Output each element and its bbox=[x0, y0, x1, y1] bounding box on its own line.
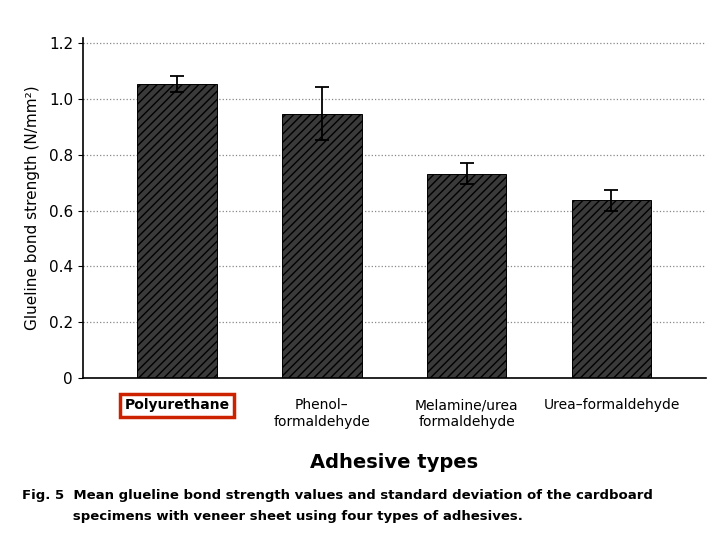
Text: Melamine/urea
formaldehyde: Melamine/urea formaldehyde bbox=[415, 399, 518, 429]
Text: Adhesive types: Adhesive types bbox=[310, 453, 478, 472]
Text: Phenol–
formaldehyde: Phenol– formaldehyde bbox=[274, 399, 370, 429]
Text: Polyurethane: Polyurethane bbox=[131, 399, 222, 413]
Bar bbox=[137, 84, 217, 378]
Bar bbox=[282, 113, 361, 378]
Text: Urea–formaldehyde: Urea–formaldehyde bbox=[544, 399, 680, 413]
Text: specimens with veneer sheet using four types of adhesives.: specimens with veneer sheet using four t… bbox=[22, 510, 523, 523]
Text: Fig. 5  Mean glueline bond strength values and standard deviation of the cardboa: Fig. 5 Mean glueline bond strength value… bbox=[22, 489, 652, 502]
Y-axis label: Glueline bond strength (N/mm²): Glueline bond strength (N/mm²) bbox=[25, 85, 40, 330]
Bar bbox=[572, 200, 652, 378]
Text: Polyurethane: Polyurethane bbox=[125, 399, 230, 413]
Bar bbox=[427, 173, 506, 378]
